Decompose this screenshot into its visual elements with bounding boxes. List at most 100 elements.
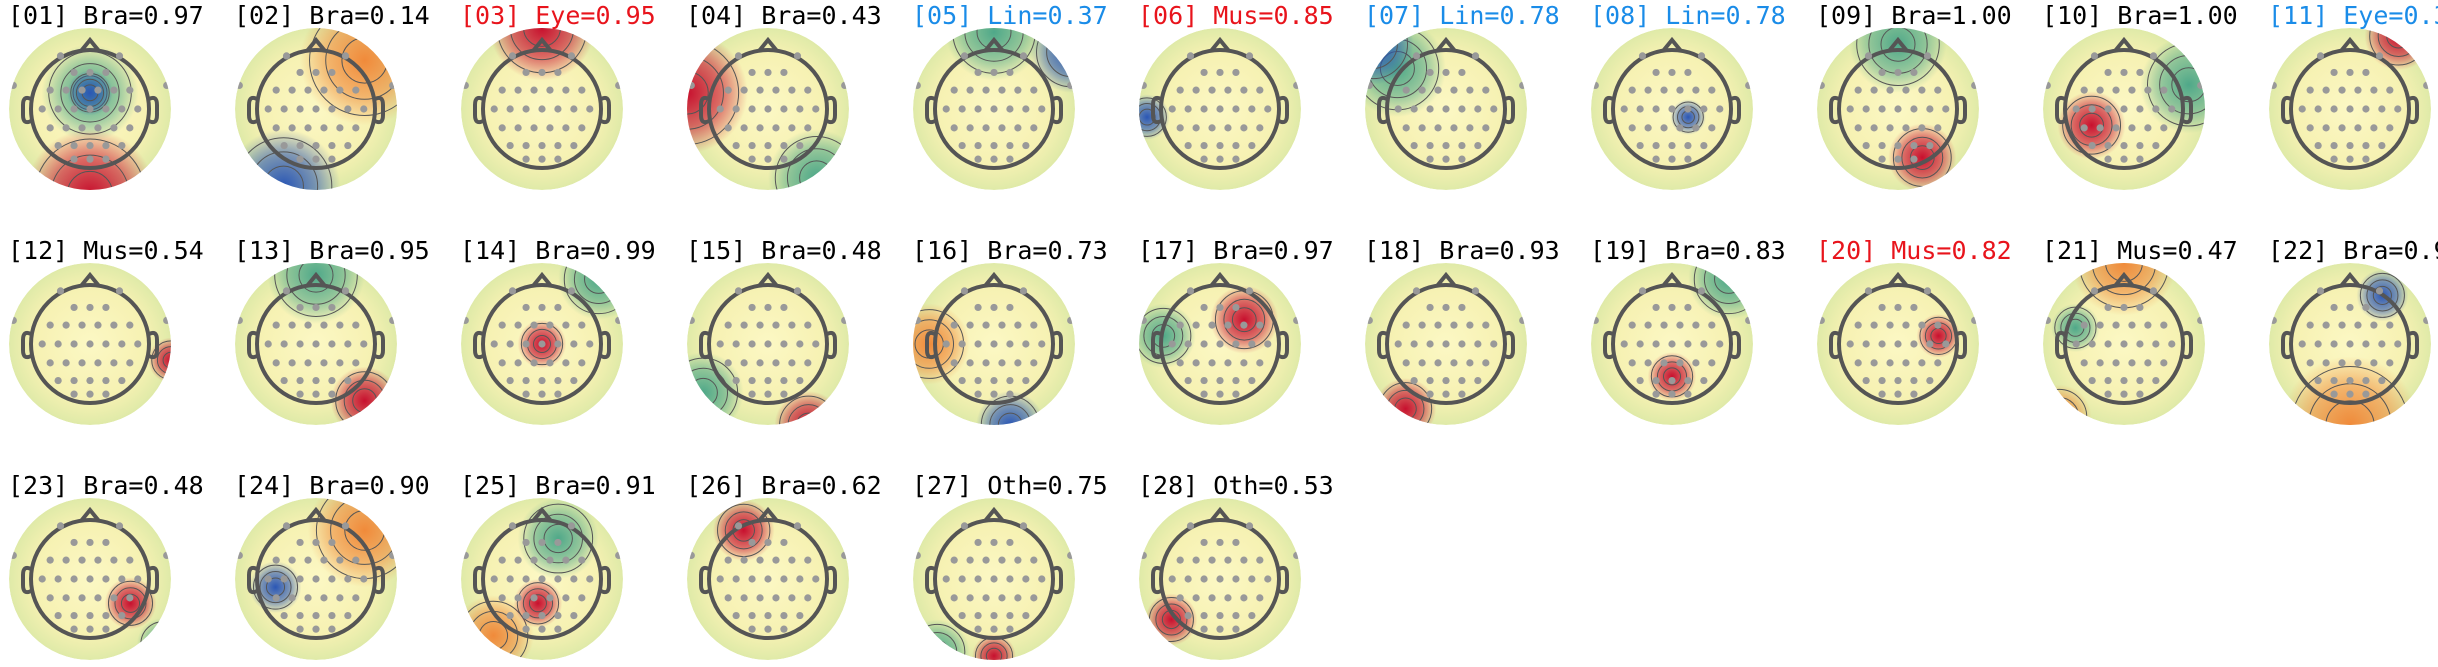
electrode	[56, 522, 65, 530]
electrode	[724, 359, 732, 367]
blob	[2140, 36, 2205, 134]
ear	[1151, 95, 1162, 125]
electrode	[54, 575, 62, 583]
component-title: [01] Bra=0.97	[8, 1, 204, 30]
electrode	[54, 340, 62, 348]
electrode	[687, 316, 695, 324]
contour	[523, 28, 561, 47]
electrode	[554, 303, 562, 312]
electrode	[1668, 390, 1676, 398]
electrode	[1357, 340, 1364, 347]
electrode	[1030, 594, 1038, 602]
electrode	[46, 556, 54, 564]
electrode	[1208, 321, 1216, 329]
electrode	[748, 340, 756, 348]
electrode	[1232, 141, 1240, 150]
electrode	[1256, 359, 1264, 367]
electrode	[2338, 359, 2346, 367]
electrode	[1232, 105, 1240, 113]
electrode	[296, 390, 304, 398]
electrode	[850, 105, 857, 112]
contour	[1880, 28, 1916, 62]
electrode	[389, 551, 397, 560]
electrode	[1918, 359, 1926, 367]
electrode	[328, 303, 336, 312]
electrode	[2120, 68, 2128, 77]
electrode	[320, 594, 328, 602]
electrode	[804, 556, 812, 564]
component-title: [12] Mus=0.54	[8, 236, 204, 265]
electrode	[1482, 321, 1490, 329]
electrode	[905, 340, 912, 347]
electrode	[562, 359, 570, 367]
electrode	[562, 556, 570, 564]
electrode	[1902, 124, 1910, 132]
electrode	[1200, 303, 1208, 312]
electrode	[530, 124, 538, 132]
electrode	[950, 86, 958, 94]
electrode	[2386, 321, 2394, 329]
electrode	[2362, 303, 2370, 312]
ear	[1829, 330, 1840, 360]
ear	[1603, 95, 1614, 125]
ear	[2055, 95, 2066, 125]
electrode	[70, 538, 78, 547]
electrode	[1652, 376, 1660, 385]
electrode	[498, 359, 506, 367]
electrode	[2043, 81, 2051, 89]
topomap	[2269, 263, 2431, 425]
electrode	[312, 68, 320, 77]
electrode	[950, 556, 958, 564]
head-outline	[29, 48, 151, 170]
electrode	[264, 575, 272, 583]
topomap	[913, 498, 1075, 660]
electrode	[2346, 141, 2354, 150]
electrode	[296, 155, 304, 163]
electrode	[780, 105, 788, 113]
ear	[148, 565, 159, 595]
electrode	[115, 52, 124, 60]
electrode	[905, 105, 912, 112]
electrode	[1668, 303, 1676, 312]
ear	[2408, 330, 2419, 360]
electrode	[2072, 105, 2080, 113]
electrode	[1216, 575, 1224, 583]
electrode	[2306, 86, 2314, 94]
contour	[2366, 279, 2399, 312]
electrode	[312, 538, 320, 547]
electrode	[1418, 321, 1426, 329]
electrode	[1184, 340, 1192, 348]
electrode	[102, 575, 110, 583]
electrode	[772, 556, 780, 564]
electrode	[1660, 359, 1668, 367]
component-title: [05] Lin=0.37	[912, 1, 1108, 30]
electrode	[1224, 321, 1232, 329]
electrode	[163, 81, 171, 89]
ear	[1052, 95, 1063, 125]
electrode	[2354, 86, 2362, 94]
electrode	[578, 321, 586, 329]
electrode	[570, 376, 578, 385]
electrode	[764, 68, 772, 77]
ear	[2281, 330, 2292, 360]
electrode	[1466, 359, 1474, 367]
electrode	[567, 287, 576, 295]
electrode	[172, 340, 179, 347]
head-outline	[707, 283, 829, 405]
electrode	[1708, 321, 1716, 329]
electrode	[1870, 359, 1878, 367]
electrode	[288, 556, 296, 564]
electrode	[1402, 359, 1410, 367]
electrode	[562, 124, 570, 132]
contour	[687, 71, 709, 115]
electrode	[1971, 81, 1979, 89]
electrode	[1240, 359, 1248, 367]
electrode	[990, 68, 998, 77]
electrode	[772, 86, 780, 94]
electrode	[54, 141, 62, 150]
electrode	[1426, 390, 1434, 398]
electrode	[2152, 376, 2160, 385]
electrode	[1176, 86, 1184, 94]
electrode	[304, 124, 312, 132]
ear	[600, 565, 611, 595]
